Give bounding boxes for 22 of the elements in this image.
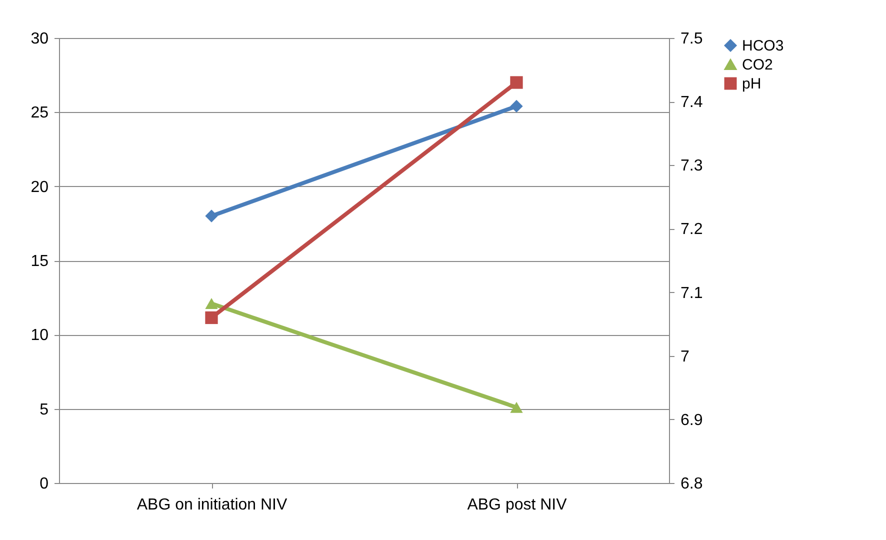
legend-label: HCO3 [742, 38, 784, 54]
y2-tick-label: 7.5 [680, 30, 703, 48]
point [205, 210, 218, 222]
y2-tick-label: 7 [680, 348, 690, 366]
y-tick-label: 25 [30, 104, 49, 122]
y2-tick-label: 7.4 [680, 94, 703, 112]
x-tick-label: ABG on initiation NIV [136, 496, 288, 514]
y-tick-label: 30 [30, 30, 49, 48]
y2-tick-label: 7.3 [680, 158, 703, 175]
y2-tick-label: 6.9 [680, 412, 703, 429]
y-tick-label: 20 [30, 178, 49, 196]
y-tick-label: 10 [30, 327, 49, 344]
y-tick-label: 5 [40, 401, 49, 418]
y-tick-label: 15 [30, 253, 49, 270]
y-tick-label: 0 [40, 476, 49, 492]
point [510, 100, 523, 113]
x-tick-label: ABG post NIV [467, 496, 568, 514]
legend-label: pH [742, 76, 762, 92]
y2-tick-label: 6.8 [680, 476, 703, 492]
legend-label: CO2 [742, 56, 773, 74]
y2-tick-label: 7.1 [680, 284, 703, 302]
y2-tick-label: 7.2 [680, 221, 703, 238]
